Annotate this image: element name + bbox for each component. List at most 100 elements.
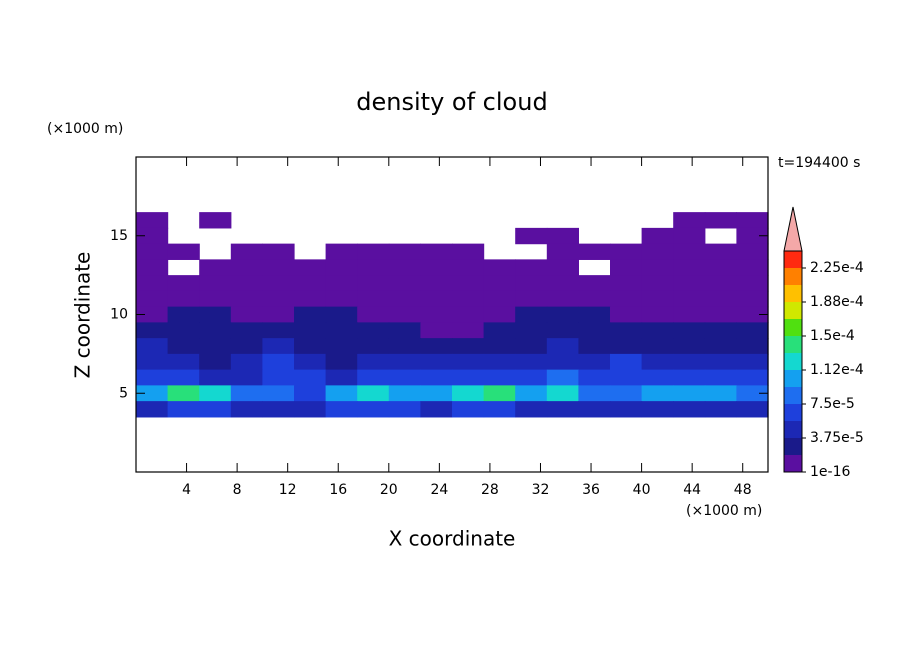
colorbar-tick-label: 1.88e-4 — [810, 294, 864, 310]
colorbar-band — [784, 319, 802, 336]
contour-cell — [515, 385, 548, 402]
colorbar-band — [784, 336, 802, 353]
contour-cell — [357, 385, 390, 402]
contour-cell — [262, 385, 295, 402]
contour-cell — [388, 306, 421, 323]
contour-cell — [420, 259, 453, 276]
contour-cell — [357, 275, 390, 292]
contour-cell — [704, 243, 737, 260]
contour-cell — [294, 338, 327, 355]
contour-cell — [294, 306, 327, 323]
contour-cell — [515, 369, 548, 386]
contour-cell — [546, 275, 579, 292]
contour-cell — [483, 290, 516, 308]
contour-cell — [452, 259, 485, 276]
contour-cell — [357, 290, 390, 308]
contour-cell — [736, 385, 769, 402]
contour-cell — [641, 259, 674, 276]
contour-cell — [199, 259, 232, 276]
contour-cell — [136, 369, 169, 386]
contour-cell — [325, 322, 358, 339]
x-tick-label: 4 — [182, 482, 191, 498]
contour-cell — [199, 212, 232, 229]
contour-cell — [199, 275, 232, 292]
contour-cell — [641, 385, 674, 402]
contour-cell — [262, 338, 295, 355]
contour-cell — [357, 243, 390, 260]
contour-cell — [230, 385, 263, 402]
contour-cell — [578, 338, 611, 355]
contour-cell — [515, 338, 548, 355]
contour-cell — [452, 401, 485, 418]
contour-cell — [673, 401, 706, 418]
contour-cell — [262, 259, 295, 276]
contour-cell — [641, 401, 674, 418]
contour-cell — [704, 212, 737, 229]
contour-cell — [452, 338, 485, 355]
contour-cell — [515, 290, 548, 308]
contour-cell — [483, 259, 516, 276]
x-tick-label: 40 — [633, 482, 651, 498]
contour-cell — [515, 275, 548, 292]
contour-cell — [704, 306, 737, 323]
contour-cell — [546, 290, 579, 308]
contour-cell — [230, 259, 263, 276]
contour-cell — [420, 385, 453, 402]
colorbar-band — [784, 387, 802, 404]
contour-cell — [420, 306, 453, 323]
contour-cell — [736, 212, 769, 229]
contour-cell — [199, 401, 232, 418]
contour-cell — [578, 401, 611, 418]
contour-cell — [483, 338, 516, 355]
colorbar-band — [784, 370, 802, 387]
contour-cell — [546, 385, 579, 402]
contour-cell — [610, 369, 643, 386]
contour-cell — [546, 401, 579, 418]
colorbar-band — [784, 353, 802, 370]
contour-cell — [610, 401, 643, 418]
contour-cell — [736, 259, 769, 276]
contour-cell — [641, 322, 674, 339]
contour-cell — [325, 385, 358, 402]
contour-cell — [515, 306, 548, 323]
contour-cell — [515, 259, 548, 276]
contour-cell — [673, 338, 706, 355]
contour-cell — [546, 259, 579, 276]
contour-cell — [294, 401, 327, 418]
contour-cell — [388, 353, 421, 371]
contour-cell — [230, 275, 263, 292]
contour-cell — [325, 338, 358, 355]
contour-cell — [420, 275, 453, 292]
contour-cell — [704, 259, 737, 276]
contour-cell — [199, 306, 232, 323]
contour-cell — [546, 306, 579, 323]
contour-cell — [199, 322, 232, 339]
contour-cell — [641, 227, 674, 245]
contour-cell — [199, 369, 232, 386]
contour-cell — [736, 322, 769, 339]
y-axis-title: Z coordinate — [71, 252, 95, 379]
contour-cell — [230, 322, 263, 339]
contour-cell — [673, 243, 706, 260]
x-tick-label: 24 — [430, 482, 448, 498]
contour-cell — [388, 243, 421, 260]
contour-cell — [294, 369, 327, 386]
contour-cell — [262, 322, 295, 339]
contour-cell — [167, 353, 200, 371]
contour-cell — [736, 227, 769, 245]
contour-cell — [736, 243, 769, 260]
contour-cell — [483, 369, 516, 386]
contour-cell — [136, 353, 169, 371]
contour-cell — [673, 322, 706, 339]
contour-cell — [641, 353, 674, 371]
contour-cell — [673, 306, 706, 323]
contour-cell — [704, 322, 737, 339]
contour-cell — [641, 306, 674, 323]
contour-cell — [673, 353, 706, 371]
contour-cell — [736, 290, 769, 308]
x-tick-label: 12 — [279, 482, 297, 498]
contour-cell — [673, 290, 706, 308]
contour-cell — [357, 322, 390, 339]
contour-cell — [230, 306, 263, 323]
contour-cell — [136, 385, 169, 402]
